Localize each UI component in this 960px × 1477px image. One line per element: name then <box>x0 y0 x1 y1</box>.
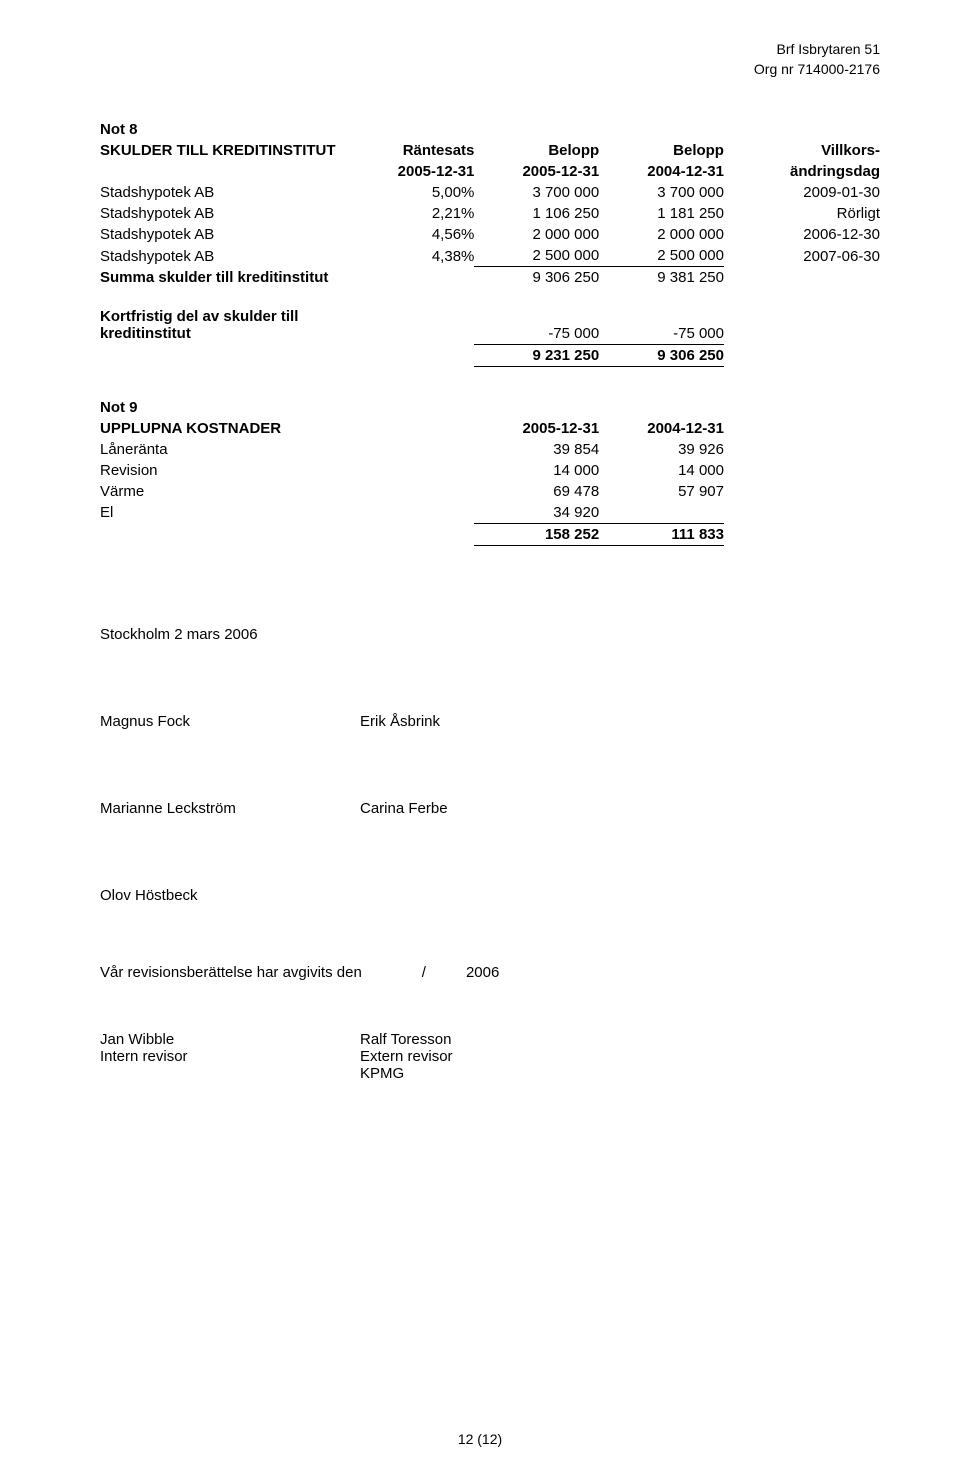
table-row: El 34 920 <box>100 502 880 524</box>
cell: 4,38% <box>381 245 475 267</box>
not8-head-c1: Belopp <box>474 140 599 161</box>
signer-name: Magnus Fock <box>100 713 360 730</box>
signer-name: Olov Höstbeck <box>100 887 360 904</box>
not8-sub-c3: ändringsdag <box>724 161 880 182</box>
not8-head-c2: Belopp <box>599 140 724 161</box>
cell: Revision <box>100 460 381 481</box>
auditor-name: Jan Wibble <box>100 1031 360 1048</box>
not8-table: Not 8 SKULDER TILL KREDITINSTITUT Räntes… <box>100 119 880 367</box>
not8-short-c2: -75 000 <box>599 306 724 344</box>
not8-head-c3: Villkors- <box>724 140 880 161</box>
cell: 1 181 250 <box>599 203 724 224</box>
cell: 2 000 000 <box>474 224 599 245</box>
cell: 14 000 <box>599 460 724 481</box>
cell: 2,21% <box>381 203 475 224</box>
cell: Stadshypotek AB <box>100 245 381 267</box>
not8-short-c1: -75 000 <box>474 306 599 344</box>
not8-short-label: Kortfristig del av skulder till kreditin… <box>100 306 381 344</box>
not9-sum-c2: 111 833 <box>599 523 724 545</box>
not8-title-1: Not 8 <box>100 119 381 140</box>
cell: Värme <box>100 481 381 502</box>
not8-title-2: SKULDER TILL KREDITINSTITUT <box>100 140 381 161</box>
not8-net-c1: 9 231 250 <box>474 344 599 366</box>
not9-title-1: Not 9 <box>100 397 381 418</box>
cell: 3 700 000 <box>599 182 724 203</box>
table-row: Revision 14 000 14 000 <box>100 460 880 481</box>
not8-sum-label: Summa skulder till kreditinstitut <box>100 267 381 289</box>
cell: 34 920 <box>474 502 599 524</box>
cell: Stadshypotek AB <box>100 182 381 203</box>
cell: Stadshypotek AB <box>100 203 381 224</box>
auditor-role: Extern revisor <box>360 1048 620 1065</box>
cell: 2007-06-30 <box>724 245 880 267</box>
not9-head-c2: 2004-12-31 <box>599 418 724 439</box>
cell: Stadshypotek AB <box>100 224 381 245</box>
page-number: 12 (12) <box>0 1431 960 1447</box>
cell: 2 000 000 <box>599 224 724 245</box>
table-row: Stadshypotek AB 4,56% 2 000 000 2 000 00… <box>100 224 880 245</box>
signer-name: Carina Ferbe <box>360 800 620 817</box>
table-row: Stadshypotek AB 4,38% 2 500 000 2 500 00… <box>100 245 880 267</box>
not8-sum-c2: 9 381 250 <box>599 267 724 289</box>
auditor-name: Ralf Toresson <box>360 1031 620 1048</box>
audit-text-c: 2006 <box>466 964 499 981</box>
signer-name: Erik Åsbrink <box>360 713 620 730</box>
table-row: Låneränta 39 854 39 926 <box>100 439 880 460</box>
table-row: Summa skulder till kreditinstitut 9 306 … <box>100 267 880 289</box>
cell <box>599 502 724 524</box>
cell: 14 000 <box>474 460 599 481</box>
table-row: Stadshypotek AB 5,00% 3 700 000 3 700 00… <box>100 182 880 203</box>
cell: 3 700 000 <box>474 182 599 203</box>
table-row: Värme 69 478 57 907 <box>100 481 880 502</box>
cell: 69 478 <box>474 481 599 502</box>
cell: 5,00% <box>381 182 475 203</box>
table-row: Stadshypotek AB 2,21% 1 106 250 1 181 25… <box>100 203 880 224</box>
cell: 4,56% <box>381 224 475 245</box>
table-row: 9 231 250 9 306 250 <box>100 344 880 366</box>
doc-header: Brf Isbrytaren 51 Org nr 714000-2176 <box>100 40 880 79</box>
auditor-role: Intern revisor <box>100 1048 360 1065</box>
not8-sub-c2: 2004-12-31 <box>599 161 724 182</box>
not8-sub-c1: 2005-12-31 <box>474 161 599 182</box>
cell: 2009-01-30 <box>724 182 880 203</box>
not9-title-2: UPPLUPNA KOSTNADER <box>100 418 381 439</box>
not9-sum-c1: 158 252 <box>474 523 599 545</box>
cell: 39 926 <box>599 439 724 460</box>
page: Brf Isbrytaren 51 Org nr 714000-2176 Not… <box>0 0 960 1477</box>
cell: 2 500 000 <box>599 245 724 267</box>
cell: 1 106 250 <box>474 203 599 224</box>
signature-date: Stockholm 2 mars 2006 <box>100 626 880 643</box>
not8-net-c2: 9 306 250 <box>599 344 724 366</box>
not8-sum-c1: 9 306 250 <box>474 267 599 289</box>
cell: El <box>100 502 381 524</box>
cell: Låneränta <box>100 439 381 460</box>
header-line-1: Brf Isbrytaren 51 <box>100 40 880 60</box>
signature-block: Stockholm 2 mars 2006 Magnus Fock Erik Å… <box>100 626 880 1082</box>
audit-text-a: Vår revisionsberättelse har avgivits den <box>100 964 362 981</box>
cell: Rörligt <box>724 203 880 224</box>
table-row: 158 252 111 833 <box>100 523 880 545</box>
auditor-firm: KPMG <box>360 1065 620 1082</box>
not9-head-c1: 2005-12-31 <box>474 418 599 439</box>
table-row: Kortfristig del av skulder till kreditin… <box>100 306 880 344</box>
not8-sub-rate: 2005-12-31 <box>381 161 475 182</box>
not9-table: Not 9 UPPLUPNA KOSTNADER 2005-12-31 2004… <box>100 397 880 546</box>
not8-head-rate: Räntesats <box>381 140 475 161</box>
cell: 57 907 <box>599 481 724 502</box>
signer-name: Marianne Leckström <box>100 800 360 817</box>
cell: 39 854 <box>474 439 599 460</box>
cell: 2006-12-30 <box>724 224 880 245</box>
cell: 2 500 000 <box>474 245 599 267</box>
header-line-2: Org nr 714000-2176 <box>100 60 880 80</box>
